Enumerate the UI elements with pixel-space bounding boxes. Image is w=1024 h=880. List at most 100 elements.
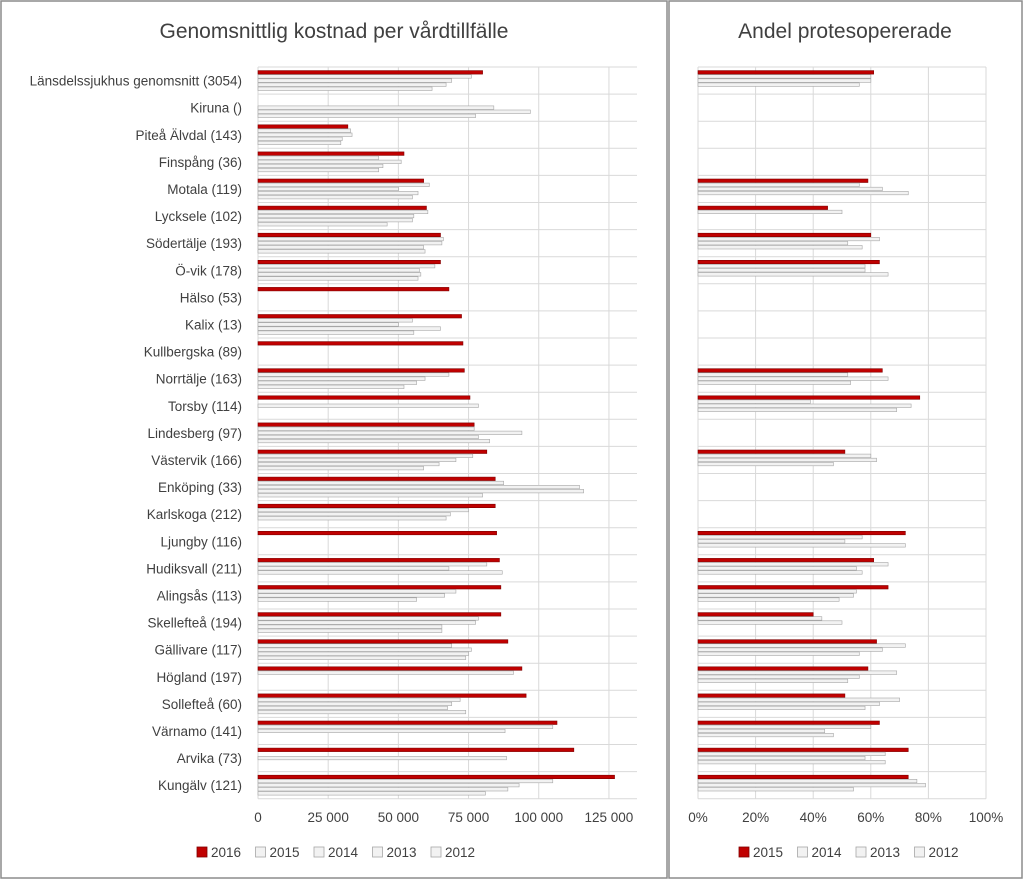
cost-bar-2014 — [257, 566, 450, 571]
cost-bar-2013 — [257, 461, 440, 467]
prosthesis-share-bar-2014 — [697, 670, 898, 675]
prosthesis-share-bar-2012 — [697, 787, 854, 792]
cost-bar-2013 — [257, 516, 447, 521]
prosthesis-share-bar-2015 — [697, 449, 846, 454]
right-chart-title: Andel protesopererade — [738, 20, 952, 43]
cost-bar-2016 — [257, 747, 575, 752]
category-label: Skellefteå (194) — [147, 616, 242, 631]
prosthesis-share-bar-2014 — [697, 237, 880, 242]
right-bars — [697, 70, 926, 792]
cost-bar-2014 — [257, 457, 457, 463]
cost-bar-2012 — [257, 222, 388, 227]
left-legend-swatch-2014 — [313, 846, 325, 858]
cost-bar-2015 — [257, 697, 461, 702]
cost-bar-2014 — [257, 376, 426, 381]
category-label: Norrtälje (163) — [156, 372, 242, 387]
prosthesis-share-bar-2013 — [697, 620, 843, 625]
left-legend-swatch-2012 — [430, 846, 442, 858]
prosthesis-share-bar-2015 — [697, 205, 828, 210]
prosthesis-share-bar-2015 — [697, 612, 814, 617]
cost-bar-2014 — [257, 105, 495, 110]
left-legend-label-2012: 2012 — [445, 845, 475, 860]
cost-bar-2016 — [257, 232, 441, 237]
left-bars — [257, 70, 615, 796]
category-label: Kullbergska (89) — [144, 345, 242, 360]
category-label: Alingsås (113) — [157, 588, 242, 603]
right-legend-label-2015: 2015 — [753, 845, 783, 860]
cost-bar-2014 — [257, 484, 580, 490]
right-x-tick-label: 100% — [969, 810, 1004, 825]
category-label: Ö-vik (178) — [175, 263, 242, 278]
cost-bar-2014 — [257, 241, 443, 246]
cost-bar-2015 — [257, 507, 469, 513]
prosthesis-share-bar-2014 — [697, 778, 918, 784]
cost-bar-2016 — [257, 178, 424, 183]
cost-bar-2014 — [257, 214, 415, 219]
prosthesis-share-bar-2012 — [697, 543, 906, 548]
cost-bar-2015 — [257, 453, 474, 458]
prosthesis-share-bar-2013 — [697, 593, 854, 598]
prosthesis-share-bar-2014 — [697, 399, 811, 404]
prosthesis-share-bar-2012 — [697, 760, 886, 765]
cost-bar-2015 — [257, 724, 554, 729]
cost-bar-2015 — [257, 426, 475, 431]
cost-bar-2015 — [257, 616, 479, 621]
cost-bar-2015 — [257, 643, 453, 648]
cost-bar-2016 — [257, 70, 483, 75]
right-x-tick-label: 80% — [915, 810, 942, 825]
cost-bar-2015 — [257, 480, 504, 486]
cost-bar-2014 — [257, 647, 472, 652]
cost-bar-2014 — [257, 268, 420, 273]
right-legend-label-2013: 2013 — [870, 845, 900, 860]
cost-bar-2013 — [257, 705, 448, 711]
cost-bar-2015 — [257, 237, 444, 242]
cost-bar-2013 — [257, 191, 419, 196]
category-label: Kungälv (121) — [158, 778, 242, 793]
prosthesis-share-bar-2012 — [697, 245, 863, 250]
cost-bar-2016 — [257, 449, 488, 454]
prosthesis-share-bar-2012 — [697, 82, 860, 87]
right-legend-swatch-2012 — [914, 846, 925, 858]
right-x-tick-label: 0% — [688, 810, 708, 825]
right-panel-frame — [668, 0, 1023, 879]
category-label: Ljungby (116) — [160, 534, 242, 549]
cost-bar-2012 — [257, 195, 413, 200]
cost-bar-2016 — [257, 774, 615, 780]
prosthesis-share-bar-2014 — [697, 562, 889, 567]
prosthesis-share-bar-2013 — [697, 268, 866, 273]
prosthesis-share-bar-2013 — [697, 647, 883, 652]
category-labels: Länsdelssjukhus genomsnitt (3054) Kiruna … — [30, 74, 242, 794]
left-legend-label-2013: 2013 — [387, 845, 417, 860]
cost-bar-2014 — [257, 728, 506, 734]
prosthesis-share-bar-2012 — [697, 461, 834, 467]
cost-bar-2014 — [257, 132, 353, 137]
prosthesis-share-bar-2014 — [697, 74, 872, 79]
cost-bar-2015 — [257, 182, 430, 187]
left-x-tick-label: 0 — [254, 810, 262, 825]
prosthesis-share-bar-2014 — [697, 209, 843, 214]
cost-bar-2013 — [257, 109, 531, 114]
left-gridlines — [257, 66, 637, 800]
prosthesis-share-bar-2013 — [697, 78, 872, 83]
prosthesis-share-bar-2015 — [697, 368, 883, 373]
category-label: Enköping (33) — [158, 480, 242, 495]
prosthesis-share-bar-2012 — [697, 705, 866, 711]
left-tick-labels: 0 25 000 50 000 75 000 100 000 125 000 — [254, 810, 633, 825]
prosthesis-share-bar-2013 — [697, 457, 877, 463]
left-x-tick-label: 50 000 — [378, 810, 419, 825]
left-legend-label-2016: 2016 — [211, 845, 241, 860]
prosthesis-share-bar-2013 — [697, 728, 826, 734]
prosthesis-share-bar-2014 — [697, 589, 857, 594]
prosthesis-share-bar-2012 — [697, 407, 898, 412]
left-legend: 2016 2015 2014 2013 2012 — [196, 845, 475, 860]
cost-bar-2013 — [257, 651, 469, 656]
cost-bar-2014 — [257, 322, 399, 327]
category-label: Västervik (166) — [151, 453, 242, 468]
cost-bar-2012 — [257, 168, 380, 173]
prosthesis-share-bar-2013 — [697, 783, 926, 788]
prosthesis-share-bar-2015 — [697, 774, 909, 780]
prosthesis-share-bar-2013 — [697, 186, 883, 191]
prosthesis-share-bar-2012 — [697, 651, 860, 656]
cost-bar-2014 — [257, 593, 445, 598]
